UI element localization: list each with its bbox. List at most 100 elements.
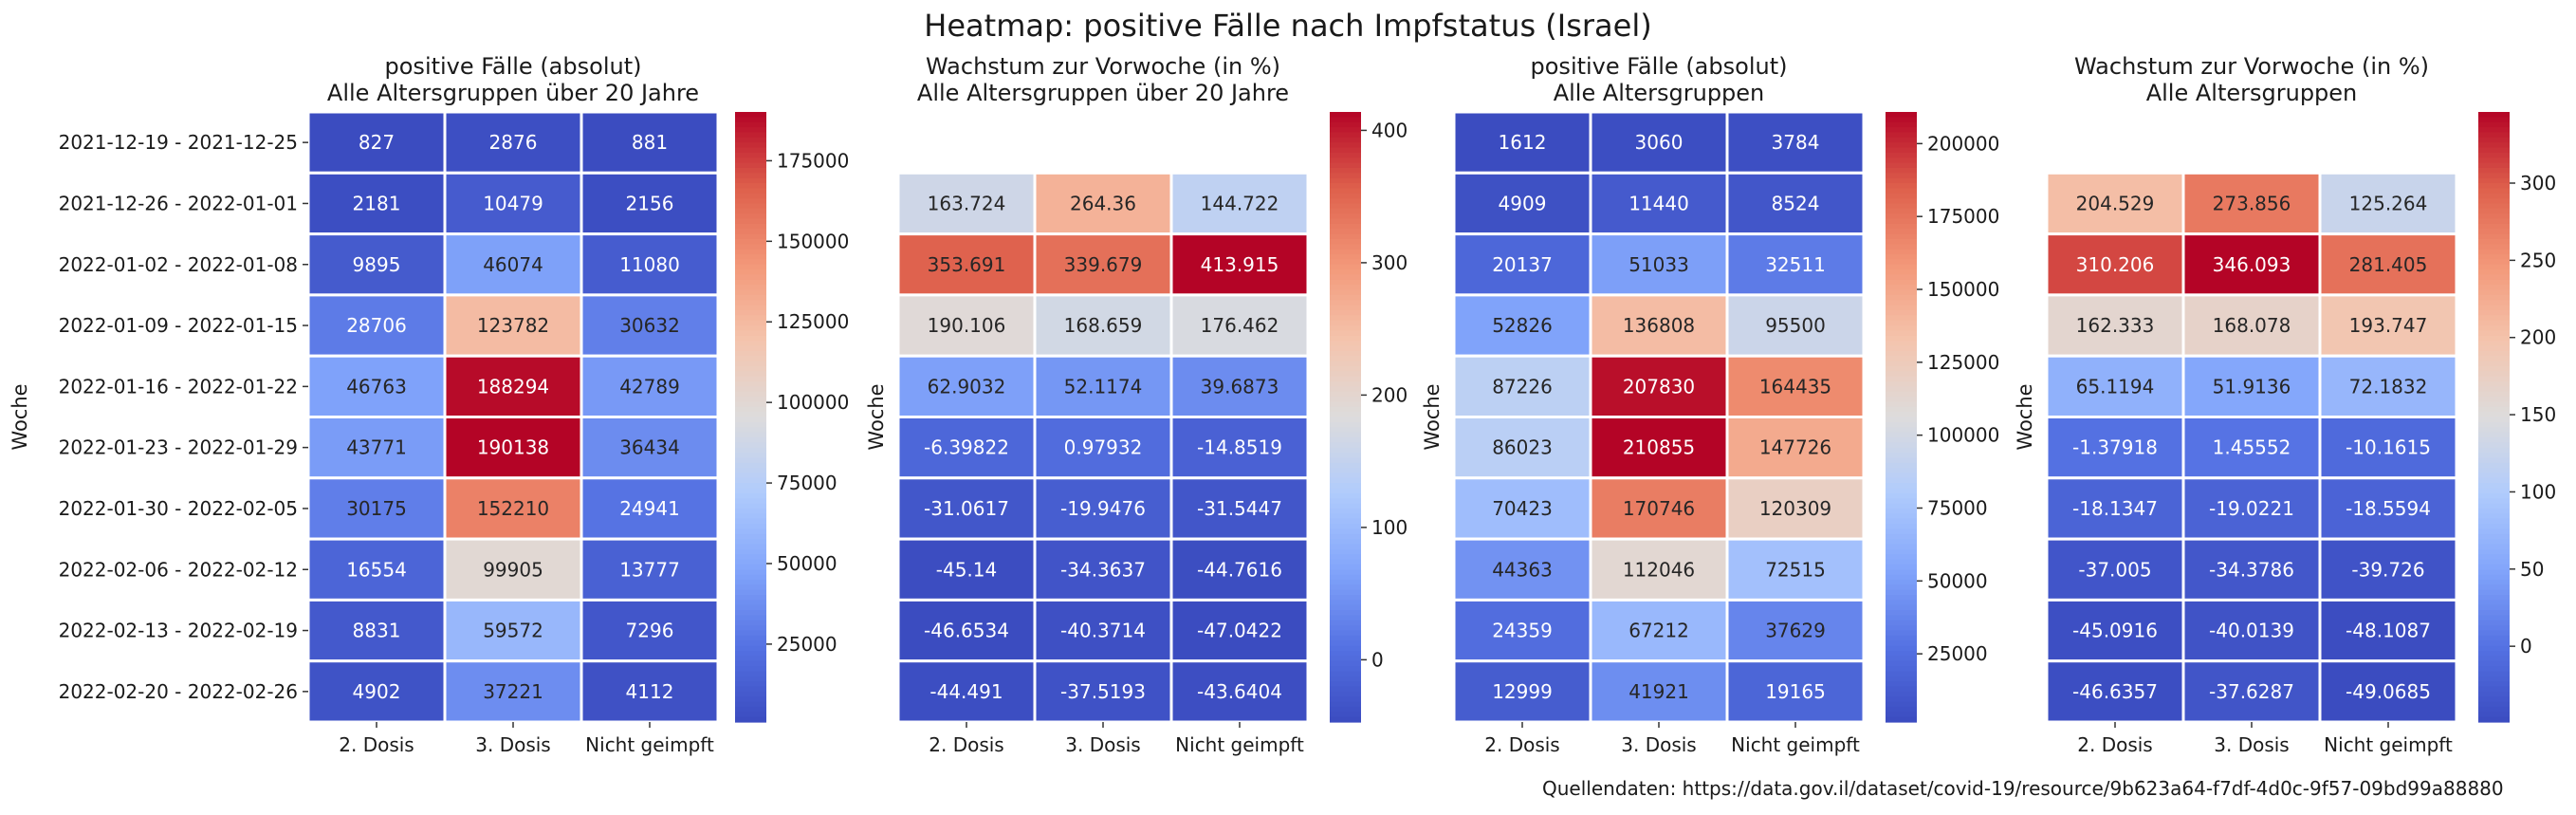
colorbar-segment: [2478, 401, 2510, 408]
cell-value-label: 95500: [1765, 314, 1826, 337]
cell-value-label: 4909: [1499, 192, 1547, 214]
colorbar-segment: [2478, 223, 2510, 230]
cell-value-label: 32511: [1765, 253, 1826, 276]
colorbar-segment: [1886, 213, 1917, 220]
cell-value-label: -39.726: [2351, 558, 2424, 581]
colorbar-segment: [1886, 503, 1917, 509]
colorbar-segment: [2478, 380, 2510, 387]
colorbar-segment: [1886, 350, 1917, 357]
colorbar-segment: [735, 650, 766, 657]
colorbar-segment: [1886, 269, 1917, 276]
colorbar-segment: [1886, 259, 1917, 266]
colorbar-segment: [1886, 285, 1917, 291]
colorbar-segment: [2478, 127, 2510, 134]
colorbar-segment: [735, 238, 766, 245]
cell-value-label: 51033: [1628, 253, 1689, 276]
cell-value-label: 11440: [1628, 192, 1689, 214]
x-tick-label: 2. Dosis: [1484, 733, 1559, 756]
colorbar-segment: [1330, 173, 1361, 179]
heatmap-cell: [2318, 476, 2458, 541]
colorbar-segment: [2478, 630, 2510, 637]
colorbar-tick-label: 200000: [1927, 132, 1999, 155]
heatmap-cell: [1169, 171, 1310, 236]
heatmap-cell: [896, 598, 1037, 663]
colorbar-segment: [1886, 401, 1917, 408]
colorbar-segment: [735, 401, 766, 408]
cell-value-label: -44.7616: [1197, 558, 1282, 581]
colorbar-segment: [735, 330, 766, 337]
colorbar-tick-label: 50000: [1927, 569, 1988, 592]
colorbar-tick-label: 100000: [1927, 424, 1999, 447]
colorbar-segment: [1886, 564, 1917, 570]
cell-value-label: -19.9476: [1060, 497, 1146, 520]
cell-value-label: 70423: [1492, 497, 1553, 520]
colorbar-segment: [2478, 330, 2510, 337]
colorbar-segment: [1886, 630, 1917, 637]
colorbar-segment: [1886, 508, 1917, 514]
colorbar-segment: [735, 162, 766, 169]
colorbar-segment: [1886, 320, 1917, 326]
cell-value-label: 193.747: [2349, 314, 2428, 337]
cell-value-label: 339.679: [1064, 253, 1143, 276]
colorbar-segment: [2478, 254, 2510, 260]
colorbar-segment: [1886, 193, 1917, 199]
panel-subtitle: Alle Altersgruppen über 20 Jahre: [327, 80, 699, 106]
panel-title: positive Fälle (absolut): [1531, 53, 1788, 80]
colorbar-segment: [2478, 503, 2510, 509]
colorbar-segment: [1330, 208, 1361, 214]
colorbar-segment: [2478, 436, 2510, 443]
heatmap-cell: [896, 171, 1037, 236]
cell-value-label: -34.3637: [1060, 558, 1146, 581]
heatmap-cell: [1033, 598, 1173, 663]
colorbar-segment: [1330, 330, 1361, 337]
colorbar-segment: [1330, 432, 1361, 438]
colorbar-tick-label: 200: [1371, 383, 1408, 406]
colorbar-segment: [735, 676, 766, 682]
colorbar-segment: [1330, 406, 1361, 413]
colorbar-segment: [2478, 412, 2510, 418]
colorbar-segment: [1330, 289, 1361, 296]
colorbar-segment: [735, 656, 766, 662]
x-tick-label: Nicht geimpft: [585, 733, 714, 756]
colorbar-segment: [1886, 453, 1917, 458]
colorbar-segment: [1886, 274, 1917, 281]
colorbar-segment: [1886, 656, 1917, 662]
cell-value-label: 59572: [483, 620, 543, 642]
cell-value-label: 12999: [1492, 680, 1553, 703]
colorbar-segment: [735, 356, 766, 362]
heatmap-cell: [2045, 476, 2185, 541]
cell-value-label: 881: [632, 131, 668, 154]
colorbar-segment: [2478, 569, 2510, 576]
colorbar-segment: [2478, 696, 2510, 703]
colorbar-segment: [1330, 412, 1361, 418]
x-tick-label: Nicht geimpft: [1731, 733, 1860, 756]
colorbar-tick-label: 100000: [777, 391, 849, 414]
colorbar-segment: [2478, 564, 2510, 570]
colorbar-segment: [1886, 137, 1917, 143]
colorbar-segment: [2478, 397, 2510, 403]
colorbar-segment: [1886, 579, 1917, 585]
colorbar-segment: [1330, 320, 1361, 326]
cell-value-label: -45.0916: [2072, 620, 2158, 642]
colorbar-segment: [735, 274, 766, 281]
colorbar-segment: [1886, 421, 1917, 428]
colorbar-segment: [735, 254, 766, 260]
colorbar-segment: [1330, 269, 1361, 276]
colorbar-segment: [1886, 712, 1917, 718]
colorbar-segment: [1330, 380, 1361, 387]
colorbar-segment: [2478, 457, 2510, 464]
colorbar-segment: [1886, 696, 1917, 703]
x-tick-label: 2. Dosis: [929, 733, 1003, 756]
colorbar-segment: [1886, 492, 1917, 499]
colorbar-segment: [2478, 488, 2510, 494]
colorbar-segment: [1886, 249, 1917, 255]
colorbar-segment: [1330, 386, 1361, 393]
colorbar-segment: [735, 544, 766, 550]
colorbar-segment: [1886, 330, 1917, 337]
colorbar-segment: [1330, 229, 1361, 235]
panel-title: Wachstum zur Vorwoche (in %): [2074, 53, 2429, 80]
colorbar-segment: [735, 285, 766, 291]
heatmap-cell: [580, 293, 720, 358]
colorbar-segment: [1886, 645, 1917, 652]
y-tick-label: 2022-02-06 - 2022-02-12: [59, 558, 298, 581]
